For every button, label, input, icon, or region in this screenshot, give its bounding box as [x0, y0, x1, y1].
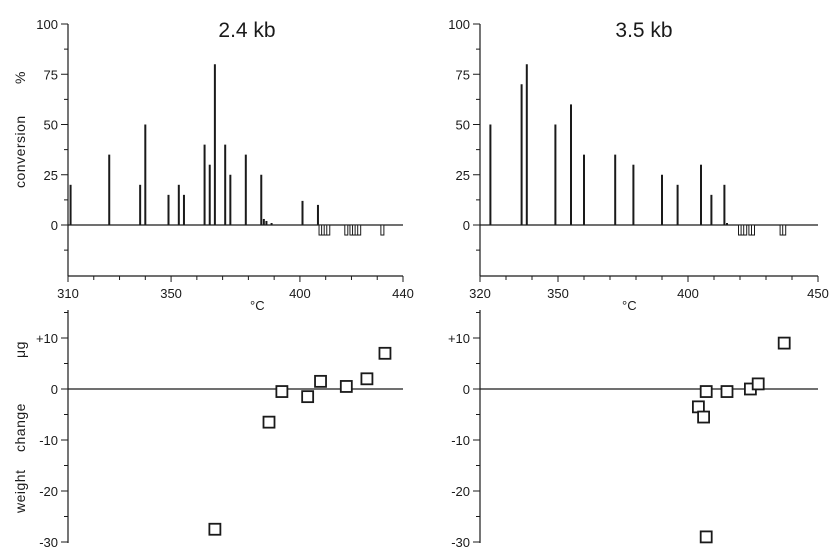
- neg-bar-tl: [326, 224, 331, 236]
- y-tick-label-br: -10: [451, 433, 470, 448]
- y-label-percent: %: [12, 71, 28, 84]
- data-point-bl: [314, 374, 327, 388]
- neg-bar-tr: [751, 224, 755, 236]
- y-tick-label-br: 0: [463, 382, 470, 397]
- x-tick-label-tl: 310: [57, 286, 79, 301]
- y-tick-label-bl: -30: [39, 535, 58, 550]
- y-tick-label-bl: 0: [51, 382, 58, 397]
- data-point-br: [699, 385, 713, 398]
- panel-top-left: 0 25 50 75 100 310 350 400 440: [36, 17, 414, 301]
- y-tick-label-bl: +10: [36, 331, 58, 346]
- y-tick-label-tr: 75: [456, 67, 470, 82]
- data-point-br: [777, 336, 791, 350]
- x-unit-right: °C: [622, 298, 637, 313]
- y-tick-label-tr: 0: [463, 218, 470, 233]
- y-tick-label-tr: 25: [456, 168, 470, 183]
- y-tick-label-br: +10: [448, 331, 470, 346]
- y-tick-label-tl: 25: [44, 168, 58, 183]
- neg-bar-tl: [344, 224, 349, 236]
- y-label-conversion: conversion: [12, 115, 28, 188]
- neg-bar-tl: [380, 224, 385, 236]
- y-tick-label-tl: 50: [44, 118, 58, 133]
- x-tick-label-tr: 350: [547, 286, 569, 301]
- chart-panels: 0 25 50 75 100 310 350 400 440 0 25 50 75 100 320 350 40…: [36, 17, 829, 550]
- y-tick-label-br: -20: [451, 484, 470, 499]
- neg-bar-tr: [743, 224, 748, 236]
- data-point-br: [699, 530, 713, 544]
- data-point-bl: [360, 372, 374, 386]
- panel-bottom-right: -30 -20 -10 0 +10: [448, 310, 818, 550]
- y-tick-label-tr: 100: [448, 17, 470, 32]
- left-chart-title: 2.4 kb: [218, 19, 275, 42]
- x-tick-label-tl: 440: [392, 286, 414, 301]
- y-tick-label-tl: 75: [44, 67, 58, 82]
- x-unit-left: °C: [250, 298, 265, 313]
- y-tick-label-bl: -20: [39, 484, 58, 499]
- y-tick-label-tr: 50: [456, 118, 470, 133]
- x-tick-label-tr: 320: [469, 286, 491, 301]
- x-tick-label-tr: 400: [677, 286, 699, 301]
- panel-bottom-left: -30 -20 -10 0 +10: [36, 310, 403, 550]
- y-tick-label-br: -30: [451, 535, 470, 550]
- neg-bar-tl: [357, 224, 362, 236]
- y-label-weight: weight: [12, 470, 28, 514]
- data-point-br: [751, 377, 765, 391]
- panel-top-right: 0 25 50 75 100 320 350 400 450: [448, 17, 829, 301]
- data-point-bl: [378, 346, 392, 360]
- data-point-br: [720, 385, 734, 398]
- data-point-bl: [275, 385, 289, 398]
- x-tick-label-tr: 450: [807, 286, 829, 301]
- data-point-bl: [208, 522, 222, 536]
- neg-bar-tr: [782, 224, 787, 236]
- y-label-unit: μg: [12, 341, 28, 358]
- y-tick-label-tl: 100: [36, 17, 58, 32]
- data-point-bl: [262, 415, 276, 429]
- y-tick-label-bl: -10: [39, 433, 58, 448]
- y-label-change: change: [12, 403, 28, 452]
- y-tick-label-tl: 0: [51, 218, 58, 233]
- data-point-bl: [301, 390, 315, 404]
- right-chart-title: 3.5 kb: [615, 19, 672, 42]
- x-tick-label-tl: 400: [289, 286, 311, 301]
- data-point-bl: [339, 380, 353, 393]
- x-tick-label-tl: 350: [160, 286, 182, 301]
- data-point-br: [697, 410, 710, 424]
